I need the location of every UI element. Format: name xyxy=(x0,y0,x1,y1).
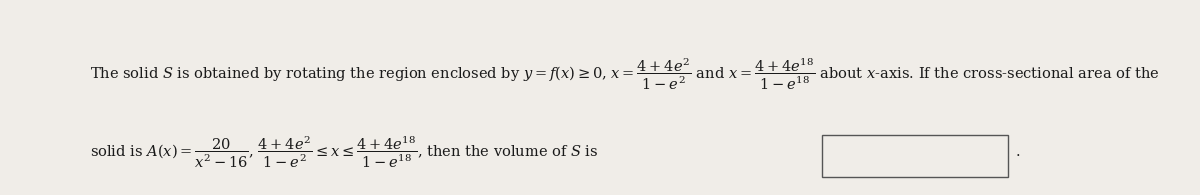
Text: solid is $A(x) = \dfrac{20}{x^2-16}$, $\dfrac{4+4e^{2}}{1-e^{2}} \leq x \leq \df: solid is $A(x) = \dfrac{20}{x^2-16}$, $\… xyxy=(90,135,599,170)
Text: .: . xyxy=(1015,145,1020,159)
FancyBboxPatch shape xyxy=(822,135,1008,177)
Text: The solid $S$ is obtained by rotating the region enclosed by $y = f(x) \geq 0$, : The solid $S$ is obtained by rotating th… xyxy=(90,57,1159,92)
